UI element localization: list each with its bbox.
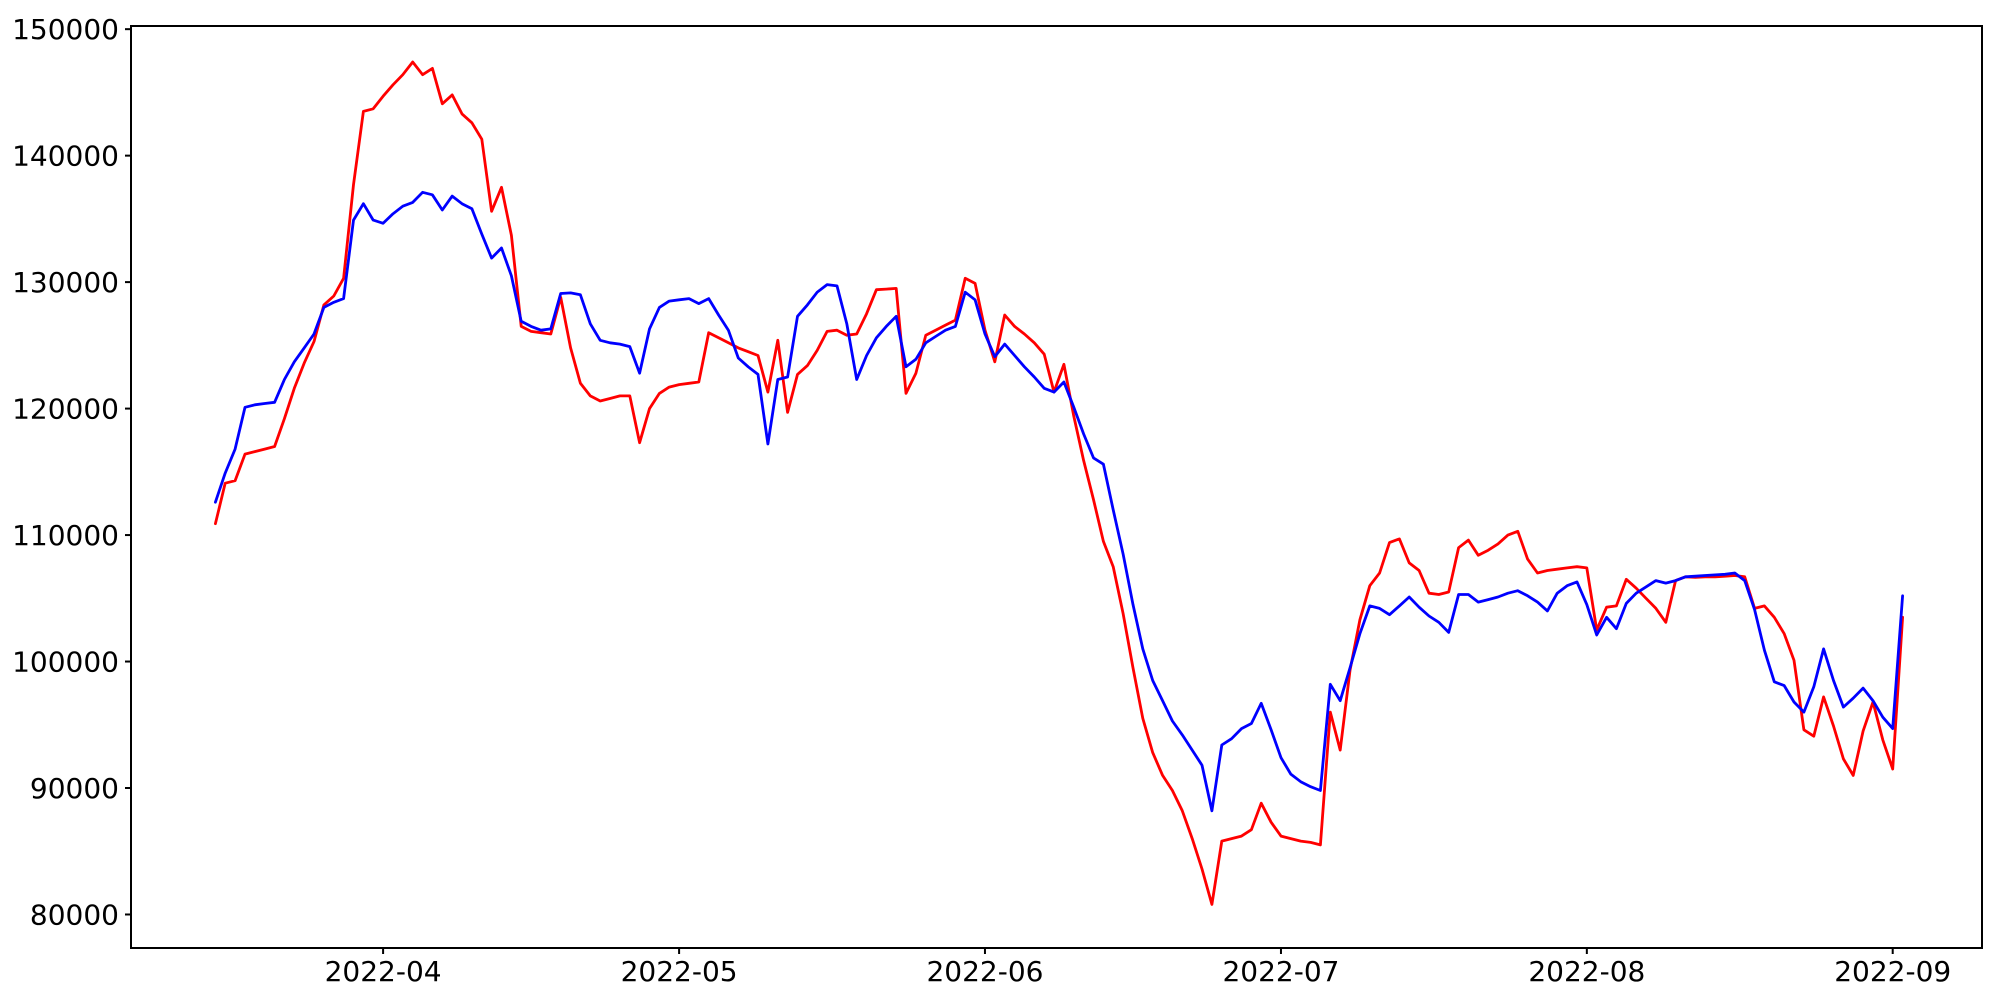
y-tick-label: 110000: [12, 519, 119, 552]
axis-ticks: [125, 28, 1894, 954]
y-tick-label: 120000: [12, 393, 119, 426]
y-tick-label: 80000: [30, 898, 119, 931]
blue-series-line: [213, 190, 1904, 813]
x-tick-label: 2022-05: [621, 955, 738, 988]
x-tick-label: 2022-09: [1834, 955, 1951, 988]
x-tick-label: 2022-06: [926, 955, 1043, 988]
x-tick-label: 2022-07: [1222, 955, 1339, 988]
y-tick-label: 140000: [12, 140, 119, 173]
y-tick-label: 150000: [12, 13, 119, 46]
x-tick-label: 2022-08: [1528, 955, 1645, 988]
y-tick-label: 100000: [12, 646, 119, 679]
plot-area-frame: [130, 25, 1983, 949]
y-tick-label: 130000: [12, 266, 119, 299]
red-series-line: [213, 60, 1904, 906]
x-tick-label: 2022-04: [325, 955, 442, 988]
data-series: [213, 60, 1904, 906]
axis-tick-labels: 2022-04 2022-05 2022-06 2022-07 2022-08 2022-…: [12, 13, 1951, 988]
y-tick-label: 90000: [30, 772, 119, 805]
